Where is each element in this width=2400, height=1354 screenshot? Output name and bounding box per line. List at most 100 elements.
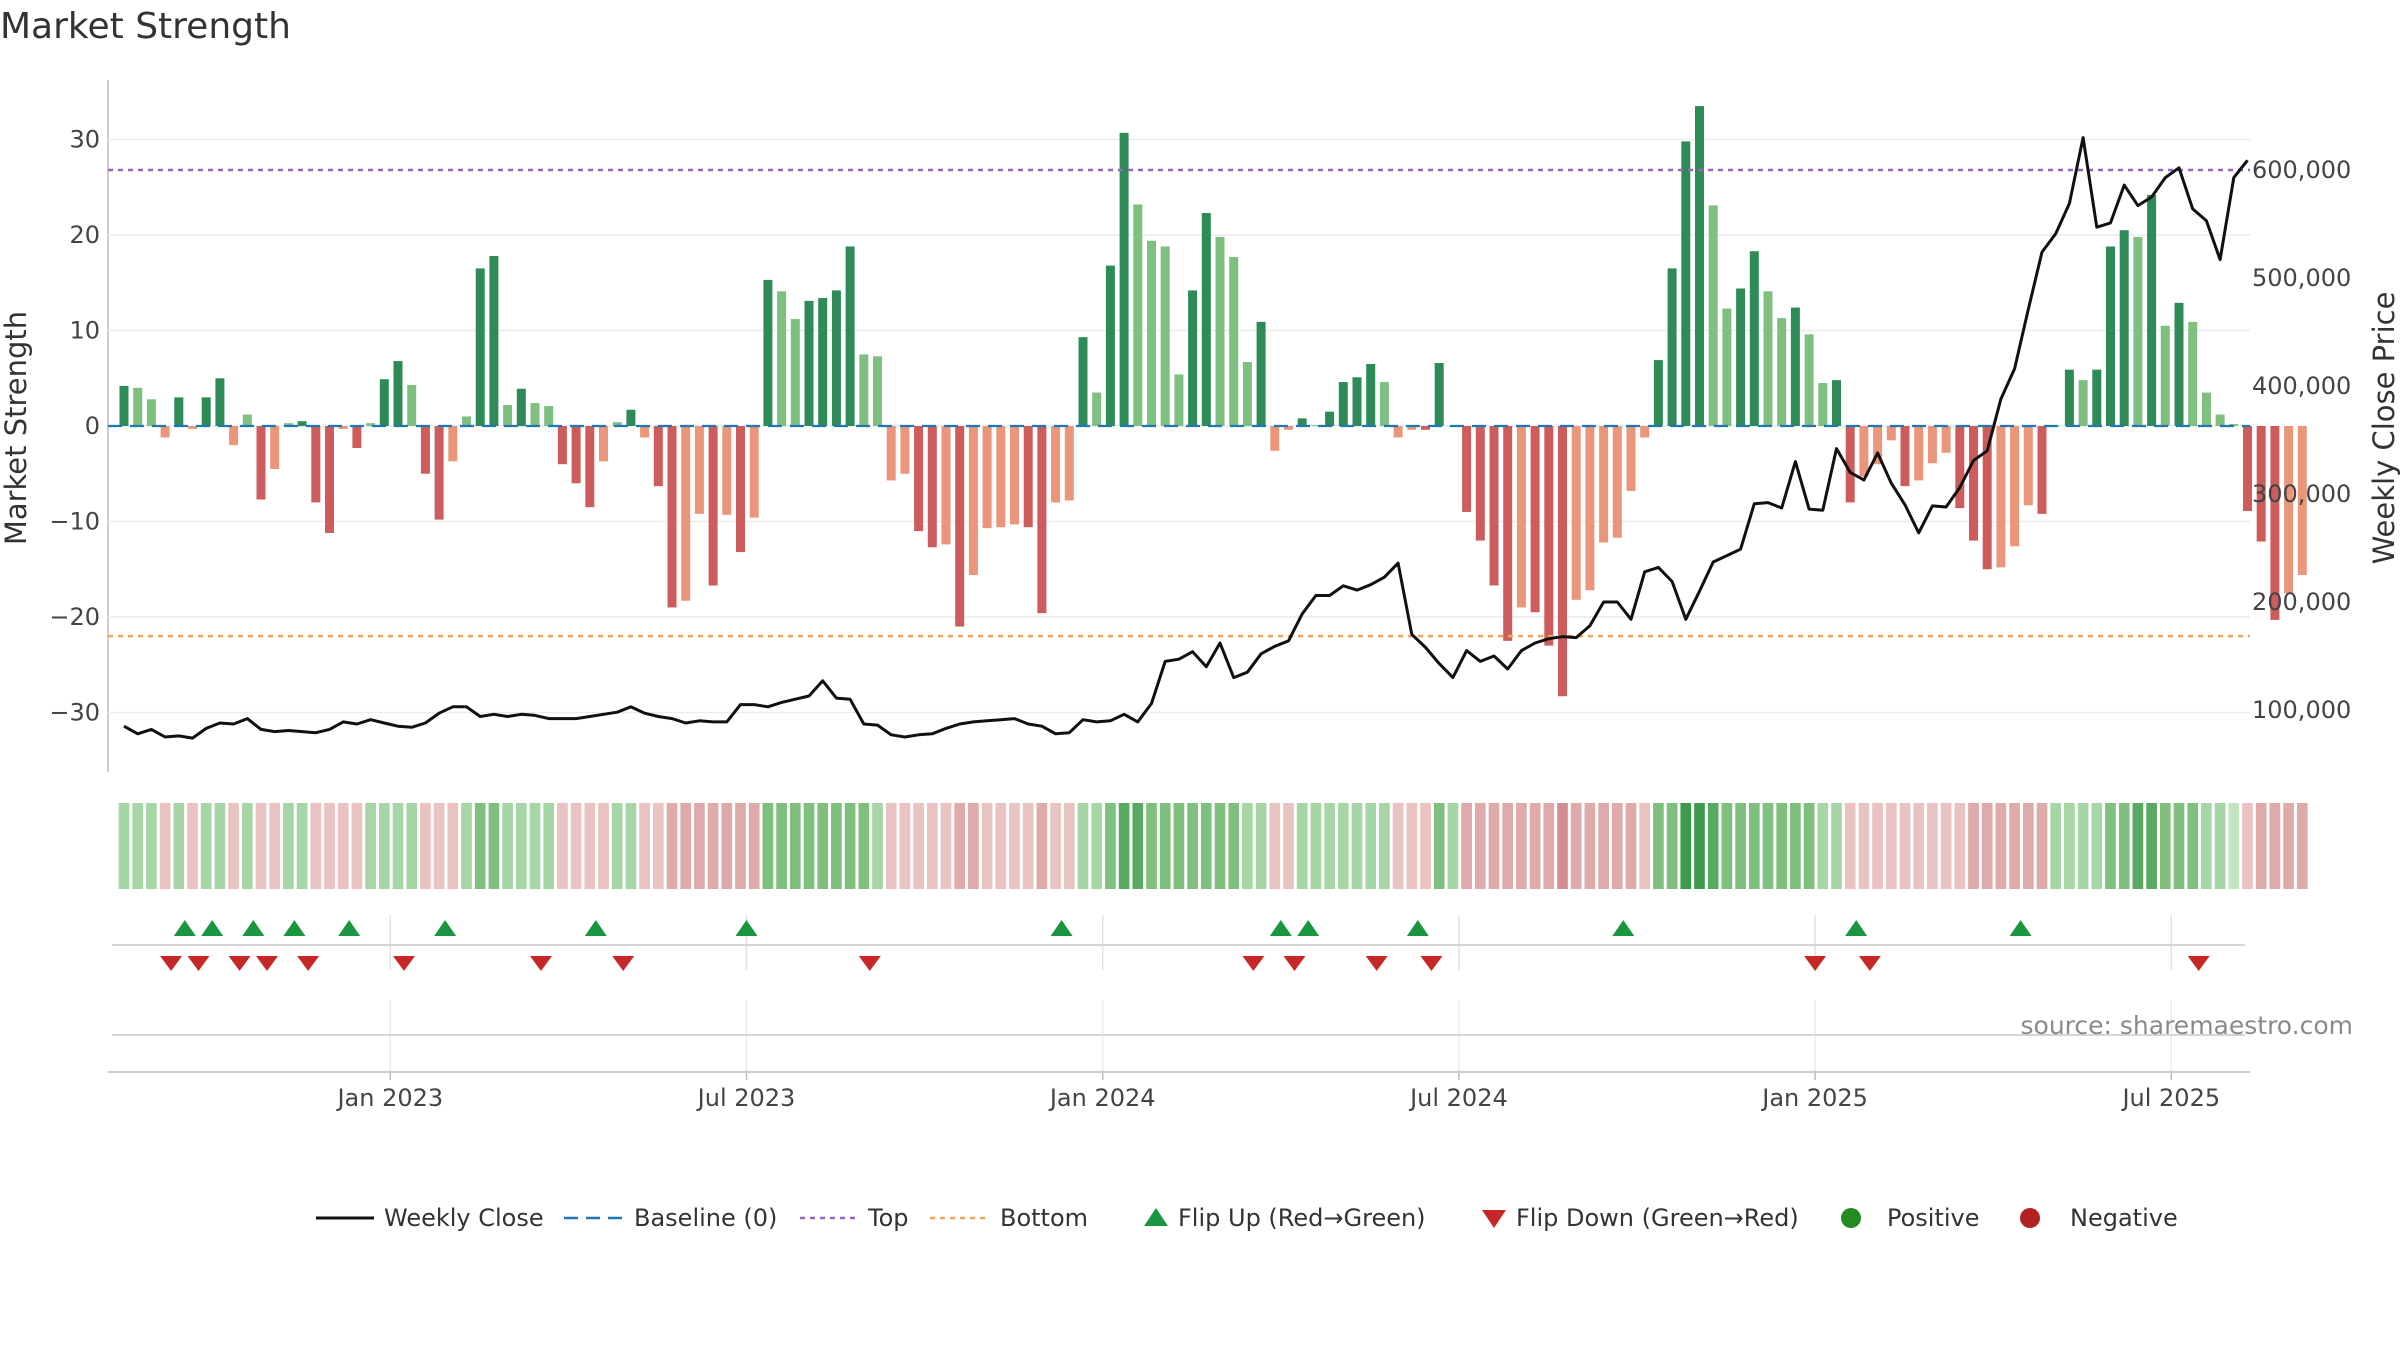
heat-cell bbox=[2296, 803, 2308, 889]
heat-cell bbox=[1995, 803, 2007, 889]
strength-bar bbox=[1297, 418, 1307, 426]
heat-cell bbox=[1831, 803, 1842, 889]
heat-cell bbox=[1187, 803, 1198, 889]
strength-bar bbox=[859, 354, 869, 426]
flip-down-marker bbox=[256, 956, 278, 971]
strength-bar bbox=[1105, 265, 1115, 426]
flip-down-marker bbox=[1365, 956, 1388, 971]
legend-negative-swatch bbox=[2020, 1208, 2040, 1228]
heat-cell bbox=[1242, 803, 1253, 889]
x-tick-label: Jan 2023 bbox=[335, 1084, 443, 1112]
heat-cell bbox=[351, 803, 363, 889]
heat-cell bbox=[1954, 803, 1966, 889]
legend-positive-swatch bbox=[1841, 1208, 1861, 1228]
flip-up-marker bbox=[173, 920, 196, 936]
y2-tick-label: 300,000 bbox=[2252, 480, 2351, 508]
heat-cell bbox=[2118, 803, 2130, 889]
strength-bar bbox=[1160, 246, 1170, 426]
strength-bar bbox=[599, 426, 608, 462]
strength-bar bbox=[2284, 426, 2294, 594]
heat-cell bbox=[1132, 803, 1144, 889]
heat-cell bbox=[365, 803, 376, 889]
heat-cell bbox=[831, 803, 842, 889]
heat-cell bbox=[899, 803, 911, 889]
heat-cell bbox=[1310, 803, 1322, 889]
strength-bar bbox=[2201, 392, 2211, 426]
heat-cell bbox=[1433, 803, 1445, 889]
heat-cell bbox=[1488, 803, 1500, 889]
heat-cell bbox=[1584, 803, 1596, 889]
heat-cell bbox=[1748, 803, 1760, 889]
legend: Weekly Close Baseline (0) Top Bottom Flip Up… bbox=[316, 1204, 2178, 1232]
strength-bar bbox=[1832, 380, 1841, 426]
strength-bar bbox=[407, 384, 417, 426]
heat-cell bbox=[707, 803, 719, 889]
flip-up-marker bbox=[1297, 920, 1320, 936]
strength-bar bbox=[790, 319, 800, 426]
flip-down-marker bbox=[1858, 956, 1881, 971]
strength-bar bbox=[968, 426, 978, 575]
strength-bar bbox=[1969, 426, 1978, 541]
strength-bar bbox=[1914, 426, 1924, 481]
grid-lines bbox=[107, 80, 2250, 1080]
heat-cell bbox=[1200, 803, 1212, 889]
strength-bar bbox=[1873, 426, 1883, 465]
heat-cell bbox=[1899, 803, 1911, 889]
heat-cell bbox=[1379, 803, 1390, 889]
legend-label: Flip Up (Red→Green) bbox=[1178, 1204, 1426, 1232]
heat-cell bbox=[2091, 803, 2103, 889]
heat-cell bbox=[173, 803, 185, 889]
strength-bar bbox=[475, 268, 485, 426]
heat-cell bbox=[2242, 803, 2253, 889]
strength-bar bbox=[2174, 302, 2184, 426]
strength-bar bbox=[352, 426, 362, 448]
y2-axis-title: Weekly Close Price bbox=[2367, 292, 2400, 565]
strength-bar bbox=[2037, 426, 2047, 514]
strength-bar bbox=[1051, 426, 1061, 503]
legend-label: Flip Down (Green→Red) bbox=[1516, 1204, 1799, 1232]
strength-bar bbox=[174, 397, 184, 426]
strength-bar bbox=[722, 426, 732, 515]
strength-bar bbox=[955, 426, 965, 627]
strength-bar bbox=[516, 388, 526, 426]
x-axis-ticks: Jan 2023 Jul 2023 Jan 2024 Jul 2024 Jan 2025… bbox=[335, 1084, 2220, 1112]
heat-cell bbox=[1913, 803, 1925, 889]
legend-item-bottom: Bottom bbox=[930, 1204, 1088, 1232]
legend-item-baseline: Baseline (0) bbox=[564, 1204, 777, 1232]
strength-bar bbox=[1284, 426, 1293, 430]
heat-cell bbox=[214, 803, 226, 889]
heat-cell bbox=[1968, 803, 1979, 889]
strength-bar bbox=[1558, 426, 1567, 697]
heat-cell bbox=[1817, 803, 1829, 889]
heat-cell bbox=[1283, 803, 1294, 889]
heat-cell bbox=[680, 803, 692, 889]
x-tick-label: Jan 2025 bbox=[1760, 1084, 1868, 1112]
strength-bar bbox=[1941, 426, 1951, 453]
flip-up-marker bbox=[1845, 920, 1868, 936]
heat-cell bbox=[1324, 803, 1335, 889]
strength-bar bbox=[1119, 132, 1129, 426]
strength-bar bbox=[1777, 318, 1787, 426]
strength-bar bbox=[1927, 426, 1937, 464]
heat-cell bbox=[666, 803, 678, 889]
heat-cell bbox=[146, 803, 157, 889]
heat-cell bbox=[2022, 803, 2034, 889]
strength-bar bbox=[338, 426, 348, 429]
strength-bars bbox=[119, 106, 2307, 697]
strength-bar bbox=[873, 356, 882, 426]
chart-title: Market Strength bbox=[0, 6, 291, 47]
heat-cell bbox=[378, 803, 390, 889]
heat-cell bbox=[557, 803, 568, 889]
y-tick-label: −10 bbox=[49, 508, 100, 536]
heat-cell bbox=[1762, 803, 1774, 889]
flip-down-marker bbox=[187, 956, 210, 971]
heat-cell bbox=[1420, 803, 1431, 889]
strength-bar bbox=[749, 426, 759, 518]
legend-label: Weekly Close bbox=[384, 1204, 544, 1232]
heat-cell bbox=[1173, 803, 1185, 889]
strength-bar bbox=[1434, 362, 1444, 426]
heat-cell bbox=[1625, 803, 1637, 889]
strength-bar bbox=[1503, 426, 1513, 641]
heat-cell bbox=[1461, 803, 1472, 889]
